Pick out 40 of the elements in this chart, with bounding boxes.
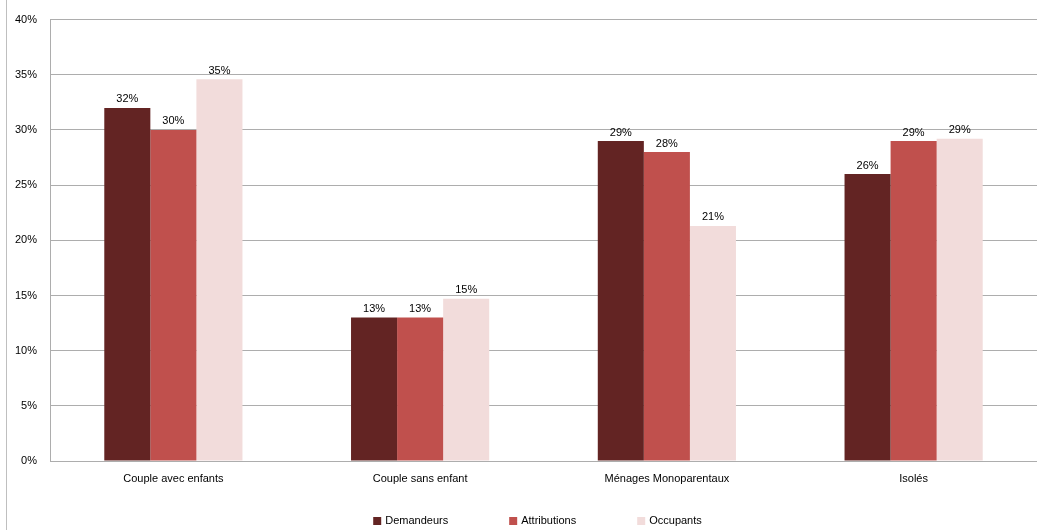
y-tick-label: 10% <box>14 343 38 356</box>
y-tick-label: 30% <box>14 122 38 135</box>
x-tick-label: Ménages Monoparentaux <box>604 471 730 484</box>
bar <box>196 79 243 461</box>
data-label: 32% <box>116 92 139 105</box>
bar <box>443 298 490 461</box>
data-label: 13% <box>409 302 432 315</box>
y-tick-label: 40% <box>14 12 38 25</box>
data-label: 29% <box>948 123 971 136</box>
data-label: 13% <box>363 302 386 315</box>
bar <box>104 107 151 461</box>
bar <box>643 152 690 461</box>
y-tick-label: 15% <box>14 288 38 301</box>
data-label: 30% <box>162 114 185 127</box>
data-label: 21% <box>701 210 725 223</box>
bar <box>890 140 937 461</box>
bar <box>397 317 444 461</box>
legend-label: Occupants <box>649 514 703 527</box>
data-label: 29% <box>902 125 925 138</box>
y-tick-label: 5% <box>21 398 38 411</box>
bar <box>844 174 891 461</box>
data-label: 28% <box>655 136 679 149</box>
legend-label: Attributions <box>521 514 577 527</box>
data-label: 15% <box>455 283 478 296</box>
bar <box>150 129 197 461</box>
bar <box>689 225 736 461</box>
data-label: 26% <box>856 158 879 171</box>
y-tick-label: 25% <box>14 178 38 191</box>
legend-label: Demandeurs <box>385 514 449 527</box>
y-tick-label: 35% <box>14 67 38 80</box>
data-label: 29% <box>609 125 633 138</box>
bar <box>597 140 644 461</box>
x-tick-label: Couple sans enfant <box>372 471 468 484</box>
y-tick-label: 0% <box>21 454 38 467</box>
x-tick-label: Couple avec enfants <box>123 471 225 484</box>
bar <box>936 138 983 461</box>
x-tick-label: Isolés <box>899 471 929 484</box>
y-tick-label: 20% <box>14 233 38 246</box>
bar <box>351 317 398 461</box>
data-label: 35% <box>208 63 231 76</box>
